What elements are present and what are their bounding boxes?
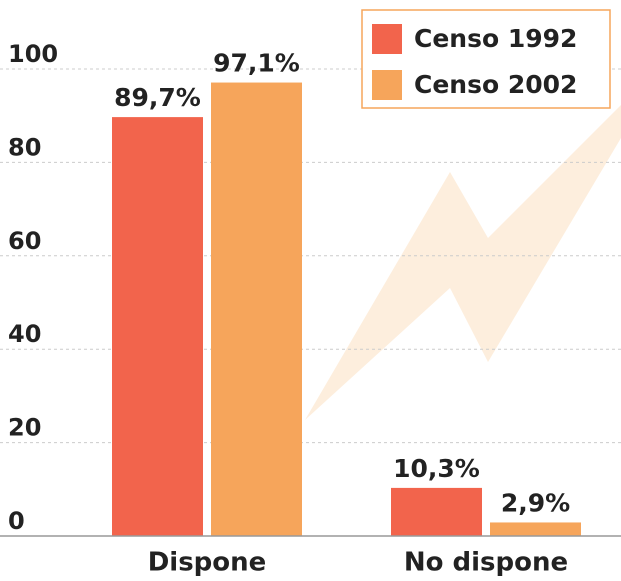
bar — [391, 487, 482, 536]
legend-swatch — [372, 24, 402, 54]
legend-label: Censo 2002 — [414, 70, 577, 99]
value-label: 10,3% — [393, 454, 480, 483]
bar — [112, 117, 203, 536]
y-tick-label: 80 — [8, 133, 41, 161]
bar — [490, 522, 581, 536]
value-label: 97,1% — [213, 49, 300, 78]
legend-swatch — [372, 70, 402, 100]
legend-label: Censo 1992 — [414, 24, 577, 53]
y-tick-label: 100 — [8, 40, 58, 68]
value-label: 89,7% — [114, 83, 201, 112]
bars — [112, 82, 581, 536]
lightning-decoration — [305, 105, 621, 420]
x-tick-label: No dispone — [404, 548, 568, 578]
y-tick-label: 40 — [8, 320, 41, 348]
legend-box — [361, 9, 611, 109]
value-label: 2,9% — [501, 488, 570, 517]
y-tick-label: 0 — [8, 507, 25, 535]
y-tick-label: 60 — [8, 227, 41, 255]
y-tick-label: 20 — [8, 414, 41, 442]
bar — [211, 82, 302, 536]
x-tick-label: Dispone — [148, 548, 267, 578]
